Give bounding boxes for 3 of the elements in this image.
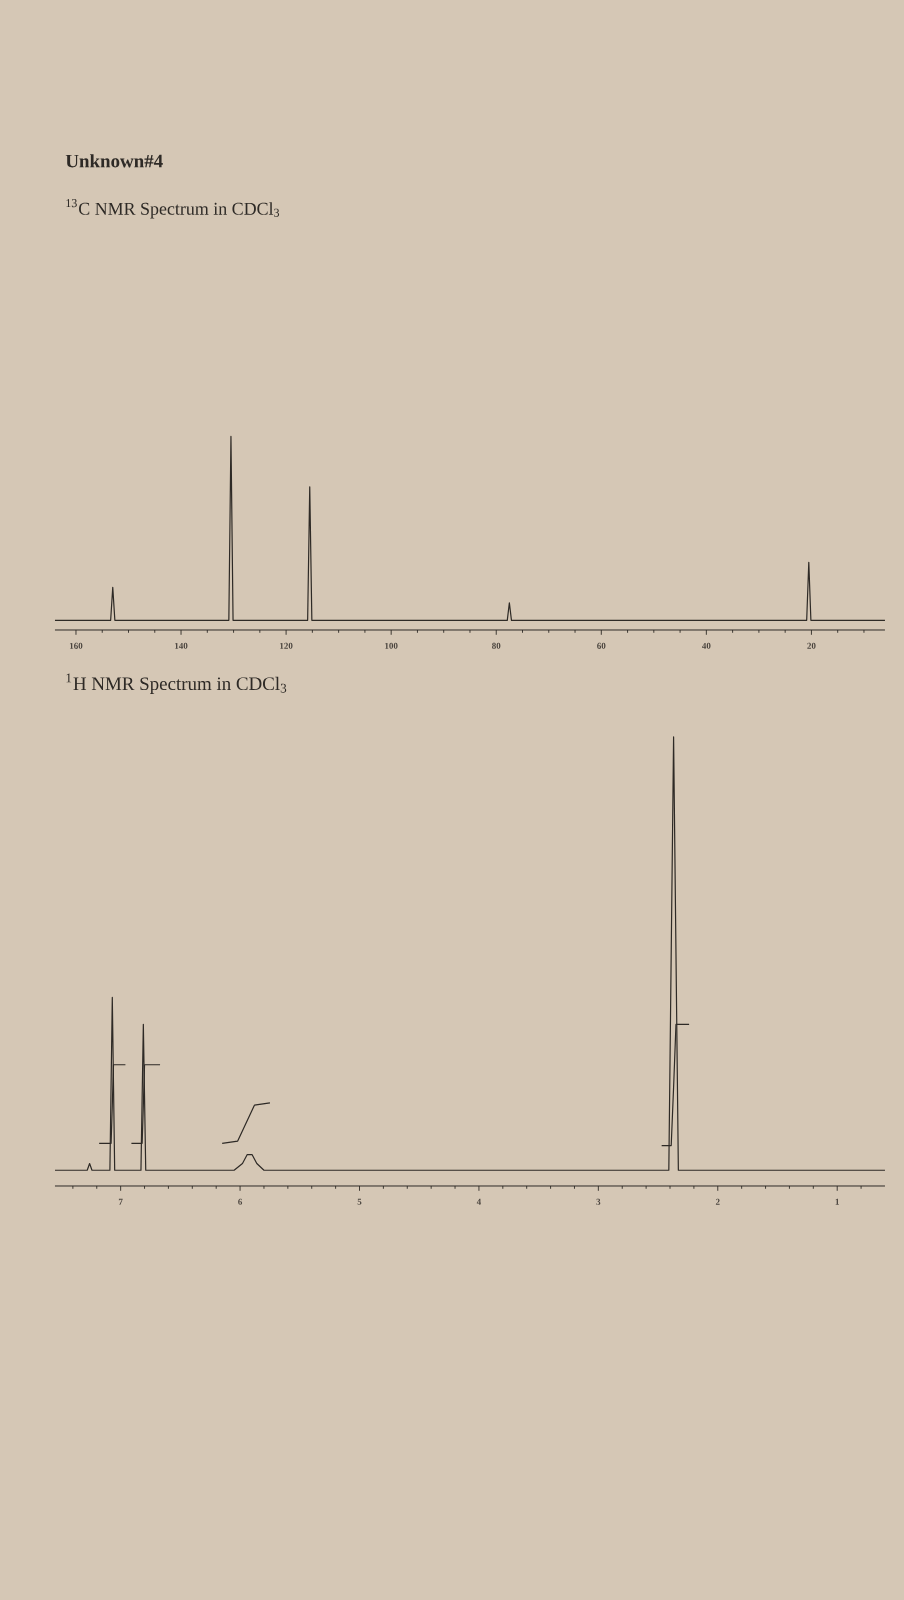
chart-title: $^{1}$H NMR Spectrum in CDCl$_{3}$ <box>66 673 286 694</box>
chart-subtitle: $^{13}$C NMR Spectrum in CDCl$_{3}$ <box>65 199 279 219</box>
chart-title: Unknown#4 <box>65 154 163 168</box>
